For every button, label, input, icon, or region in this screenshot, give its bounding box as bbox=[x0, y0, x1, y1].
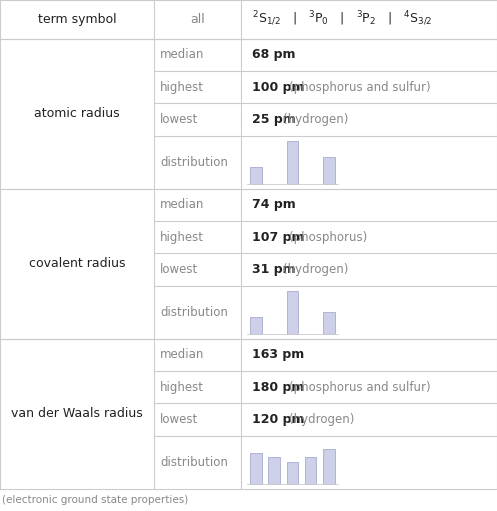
Bar bbox=[287, 141, 298, 183]
Bar bbox=[323, 449, 334, 483]
Bar bbox=[250, 453, 262, 483]
Text: covalent radius: covalent radius bbox=[29, 257, 125, 270]
Text: median: median bbox=[160, 198, 204, 212]
Bar bbox=[250, 317, 262, 334]
Text: (hydrogen): (hydrogen) bbox=[289, 413, 354, 426]
Text: 74 pm: 74 pm bbox=[252, 198, 296, 212]
Bar bbox=[305, 457, 317, 483]
Text: highest: highest bbox=[160, 381, 204, 394]
Text: distribution: distribution bbox=[160, 156, 228, 169]
Text: (phosphorus and sulfur): (phosphorus and sulfur) bbox=[289, 381, 430, 394]
Text: 107 pm: 107 pm bbox=[252, 230, 305, 244]
Text: 180 pm: 180 pm bbox=[252, 381, 304, 394]
Text: lowest: lowest bbox=[160, 413, 198, 426]
Text: 100 pm: 100 pm bbox=[252, 81, 305, 94]
Text: all: all bbox=[190, 13, 205, 26]
Text: (hydrogen): (hydrogen) bbox=[283, 263, 348, 276]
Text: 31 pm: 31 pm bbox=[252, 263, 296, 276]
Text: atomic radius: atomic radius bbox=[34, 107, 120, 120]
Text: 163 pm: 163 pm bbox=[252, 349, 304, 361]
Text: lowest: lowest bbox=[160, 113, 198, 126]
Text: median: median bbox=[160, 49, 204, 61]
Text: (hydrogen): (hydrogen) bbox=[283, 113, 348, 126]
Bar bbox=[287, 462, 298, 483]
Text: highest: highest bbox=[160, 230, 204, 244]
Text: (electronic ground state properties): (electronic ground state properties) bbox=[2, 495, 189, 505]
Text: lowest: lowest bbox=[160, 263, 198, 276]
Text: 120 pm: 120 pm bbox=[252, 413, 305, 426]
Text: term symbol: term symbol bbox=[38, 13, 116, 26]
Text: van der Waals radius: van der Waals radius bbox=[11, 407, 143, 420]
Text: 68 pm: 68 pm bbox=[252, 49, 296, 61]
Bar bbox=[323, 312, 334, 334]
Bar bbox=[323, 157, 334, 183]
Text: median: median bbox=[160, 349, 204, 361]
Text: 25 pm: 25 pm bbox=[252, 113, 296, 126]
Text: (phosphorus): (phosphorus) bbox=[289, 230, 367, 244]
Bar bbox=[268, 457, 280, 483]
Bar bbox=[287, 291, 298, 334]
Text: (phosphorus and sulfur): (phosphorus and sulfur) bbox=[289, 81, 430, 94]
Text: distribution: distribution bbox=[160, 306, 228, 319]
Text: distribution: distribution bbox=[160, 456, 228, 469]
Bar bbox=[250, 167, 262, 183]
Text: highest: highest bbox=[160, 81, 204, 94]
Text: $^{2}\mathrm{S}_{1/2}$   |   $^{3}\mathrm{P}_0$   |   $^{3}\mathrm{P}_2$   |   $: $^{2}\mathrm{S}_{1/2}$ | $^{3}\mathrm{P}… bbox=[252, 10, 432, 29]
